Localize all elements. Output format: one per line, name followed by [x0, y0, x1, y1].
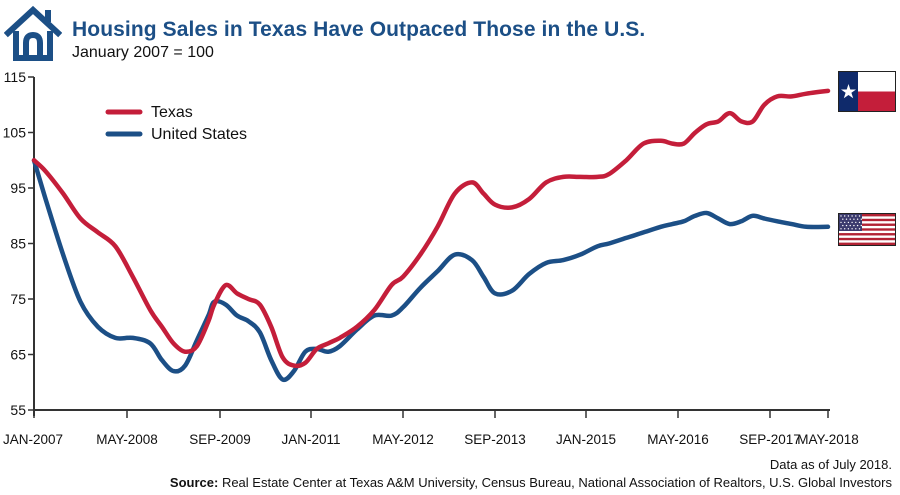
y-tick-label: 85 [10, 236, 26, 252]
x-tick-label: MAY-2018 [797, 432, 859, 447]
x-tick-label: JAN-2015 [556, 432, 616, 447]
chart-subtitle: January 2007 = 100 [72, 44, 214, 61]
us-flag-icon [838, 213, 896, 246]
us-flag-stripe [839, 228, 895, 231]
us-flag-star [844, 215, 846, 217]
x-tick-label: SEP-2017 [739, 432, 801, 447]
y-tick-label: 55 [10, 402, 26, 418]
us-flag-star [855, 221, 857, 224]
x-tick-label: JAN-2007 [3, 432, 63, 447]
y-tick-label: 95 [10, 180, 26, 196]
us-flag-star [858, 228, 861, 230]
x-tick-label: MAY-2016 [647, 432, 709, 447]
us-flag-star [847, 221, 850, 224]
legend-label-us: United States [151, 126, 247, 143]
us-flag-star [851, 228, 853, 230]
us-flag-star [860, 218, 862, 220]
us-flag-star [853, 218, 855, 220]
us-line [31, 158, 831, 383]
x-tick-label: MAY-2008 [96, 432, 158, 447]
us-flag-star [856, 218, 859, 220]
us-flag-star [845, 218, 848, 220]
us-flag-star [847, 228, 850, 230]
us-flag-star [855, 228, 857, 230]
us-flag-star [849, 218, 851, 220]
source-text: Real Estate Center at Texas A&M Universi… [221, 475, 892, 490]
us-flag-star [847, 215, 850, 217]
us-flag-star [851, 221, 853, 224]
us-flag-star [853, 224, 855, 227]
x-tick-label: MAY-2012 [372, 432, 434, 447]
us-flag-stripe [839, 214, 895, 217]
data-date-note: Data as of July 2018. [769, 457, 892, 472]
legend-label-texas: Texas [151, 104, 193, 121]
chart-title: Housing Sales in Texas Have Outpaced Tho… [72, 18, 646, 41]
axes: 55 65 75 85 95 105 115 JAN-2007 MAY-2008 SEP-2009… [3, 69, 859, 447]
us-flag-star [842, 224, 844, 227]
house-icon [4, 5, 62, 61]
legend: Texas United States [105, 104, 247, 143]
series-group [31, 88, 831, 383]
us-flag-star [860, 224, 862, 227]
us-flag-star [840, 221, 842, 224]
us-flag-stripe [839, 237, 895, 241]
source-line: Source: Real Estate Center at Texas A&M … [170, 475, 892, 490]
us-flag-stripe [839, 233, 895, 236]
us-flag-star [856, 224, 859, 227]
us-flag-star [849, 224, 851, 227]
us-flag-star [844, 228, 846, 230]
x-tick-label: SEP-2013 [464, 432, 526, 447]
us-flag-star [842, 218, 844, 220]
us-flag-star [858, 221, 861, 224]
x-tick-label: JAN-2011 [281, 432, 340, 447]
x-tick-label: SEP-2009 [189, 432, 251, 447]
us-flag-stripe [839, 242, 895, 245]
us-flag-star [855, 215, 857, 217]
texas-line [31, 88, 831, 369]
y-tick-label: 115 [4, 69, 27, 85]
us-flag-star [840, 215, 842, 217]
us-flag-star [845, 224, 848, 227]
y-tick-label: 105 [3, 125, 27, 141]
us-flag-stripe [839, 218, 895, 222]
us-flag-star [858, 215, 861, 217]
us-flag-star [851, 215, 853, 217]
us-flag-star [844, 221, 846, 224]
y-tick-label: 65 [10, 347, 26, 363]
y-tick-label: 75 [10, 291, 26, 307]
us-flag-star [840, 228, 842, 230]
source-label: Source: [169, 475, 219, 490]
us-flag-stripe [839, 223, 895, 226]
texas-flag-icon [838, 71, 896, 112]
